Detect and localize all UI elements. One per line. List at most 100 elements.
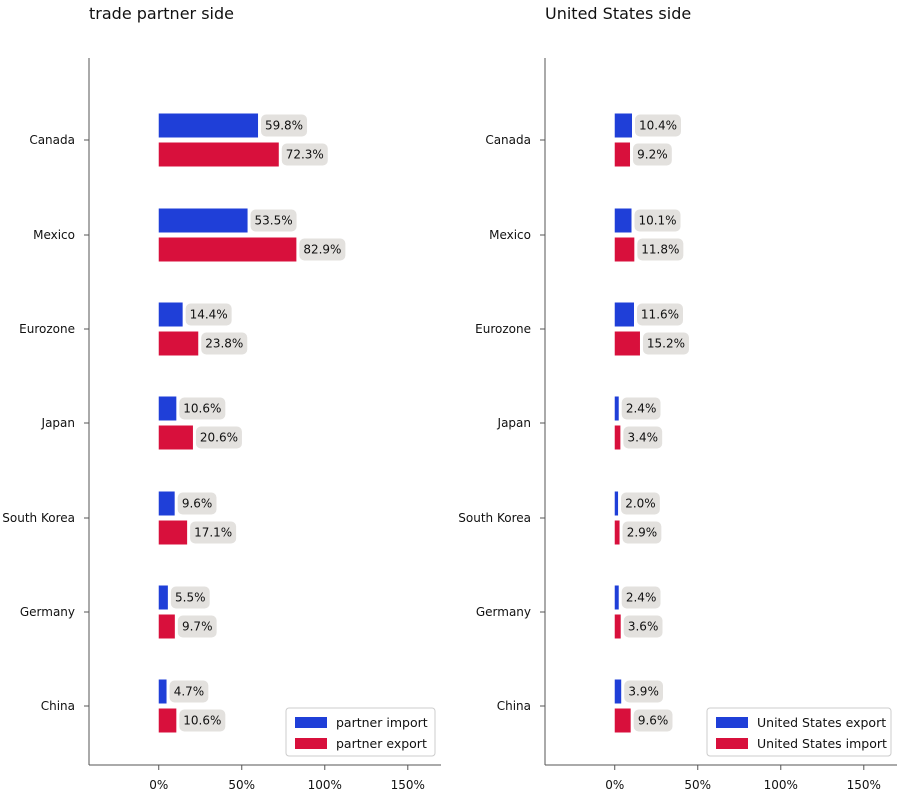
left-data-label: 72.3% (286, 148, 324, 162)
left-y-tick-label: Eurozone (19, 322, 75, 336)
left-bar (158, 396, 177, 421)
right-bar (614, 396, 619, 421)
left-data-label-bg (261, 114, 308, 137)
left-data-label-bg (195, 426, 242, 449)
right-data-label-bg (637, 238, 684, 261)
left-legend-swatch (295, 738, 327, 749)
left-data-label: 9.7% (182, 620, 213, 634)
right-y-tick-label: Mexico (489, 228, 531, 242)
left-data-label-bg (177, 492, 217, 515)
left-data-label-bg (169, 680, 209, 703)
right-data-label: 11.6% (641, 308, 679, 322)
left-x-tick-label: 50% (228, 778, 255, 792)
right-data-label: 15.2% (647, 337, 685, 351)
left-bar (158, 142, 279, 167)
right-data-label: 10.1% (638, 214, 676, 228)
right-bar (614, 708, 631, 733)
left-x-tick-label: 0% (149, 778, 168, 792)
right-data-label: 9.2% (637, 148, 668, 162)
left-data-label: 53.5% (255, 214, 293, 228)
right-y-tick-label: Canada (485, 133, 531, 147)
left-data-label: 10.6% (183, 402, 221, 416)
right-bar (614, 142, 631, 167)
left-bar (158, 425, 193, 450)
right-x-tick-label: 0% (605, 778, 624, 792)
right-bar (614, 425, 621, 450)
right-data-label-bg (636, 303, 683, 326)
right-data-label: 2.0% (625, 497, 656, 511)
right-data-label: 3.4% (628, 431, 659, 445)
right-y-tick-label: China (497, 699, 531, 713)
right-y-tick-label: Japan (497, 416, 531, 430)
right-data-label: 2.4% (626, 591, 657, 605)
left-bar (158, 708, 177, 733)
left-data-label: 4.7% (174, 685, 205, 699)
right-data-label-bg (623, 615, 663, 638)
right-bar (614, 614, 621, 639)
left-data-label: 9.6% (182, 497, 213, 511)
right-y-tick-label: South Korea (458, 511, 531, 525)
right-data-label-bg (621, 397, 661, 420)
right-bar (614, 679, 622, 704)
right-bar (614, 237, 635, 262)
left-legend-swatch (295, 717, 327, 728)
left-data-label-bg (179, 709, 226, 732)
right-bar (614, 113, 633, 138)
left-y-tick-label: Japan (41, 416, 75, 430)
right-data-label-bg (621, 586, 661, 609)
right-x-tick-label: 150% (847, 778, 881, 792)
right-data-label-bg (642, 332, 689, 355)
right-legend (706, 707, 892, 757)
right-data-label: 2.4% (626, 402, 657, 416)
right-bar (614, 331, 640, 356)
left-bar (158, 302, 183, 327)
left-bar (158, 331, 199, 356)
right-legend-label: United States import (757, 736, 887, 751)
left-data-label: 59.8% (265, 119, 303, 133)
right-chart: 0% 50% 100% 150% Canada Mexico Eurozone Japan So… (458, 58, 897, 792)
left-bar (158, 237, 297, 262)
right-legend-swatch (716, 717, 748, 728)
right-bar (614, 302, 634, 327)
left-bar (158, 520, 188, 545)
right-data-label-bg (623, 426, 663, 449)
right-legend-label: United States export (757, 715, 886, 730)
right-data-label-bg (621, 492, 660, 515)
left-y-tick-label: China (41, 699, 75, 713)
right-data-label: 11.8% (641, 243, 679, 257)
right-data-label-bg (634, 209, 681, 232)
left-data-label-bg (185, 303, 232, 326)
right-bar (614, 520, 620, 545)
left-data-label-bg (177, 615, 217, 638)
left-data-label: 23.8% (205, 337, 243, 351)
right-x-tick-label: 50% (684, 778, 711, 792)
left-data-label: 5.5% (175, 591, 206, 605)
left-data-label: 82.9% (303, 243, 341, 257)
left-bar (158, 585, 168, 610)
right-y-tick-label: Germany (476, 605, 531, 619)
left-data-label: 17.1% (194, 526, 232, 540)
right-bar (614, 585, 619, 610)
left-data-label-bg (170, 586, 210, 609)
left-data-label-bg (299, 238, 346, 261)
right-data-label: 3.9% (628, 685, 659, 699)
left-y-tick-label: Mexico (33, 228, 75, 242)
left-data-label: 10.6% (183, 714, 221, 728)
right-bar (614, 208, 632, 233)
right-data-label: 3.6% (628, 620, 659, 634)
right-data-label-bg (622, 521, 662, 544)
right-chart-title: United States side (545, 4, 692, 23)
right-data-label-bg (635, 114, 682, 137)
left-data-label-bg (179, 397, 226, 420)
right-bar (614, 491, 619, 516)
left-legend-label: partner import (336, 715, 428, 730)
left-data-label: 14.4% (190, 308, 228, 322)
right-data-label: 2.9% (627, 526, 658, 540)
right-data-label-bg (633, 143, 672, 166)
right-legend-swatch (716, 738, 748, 749)
left-data-label-bg (250, 209, 297, 232)
left-data-label-bg (281, 143, 328, 166)
right-data-label-bg (624, 680, 664, 703)
left-legend-label: partner export (336, 736, 427, 751)
right-data-label-bg (633, 709, 673, 732)
